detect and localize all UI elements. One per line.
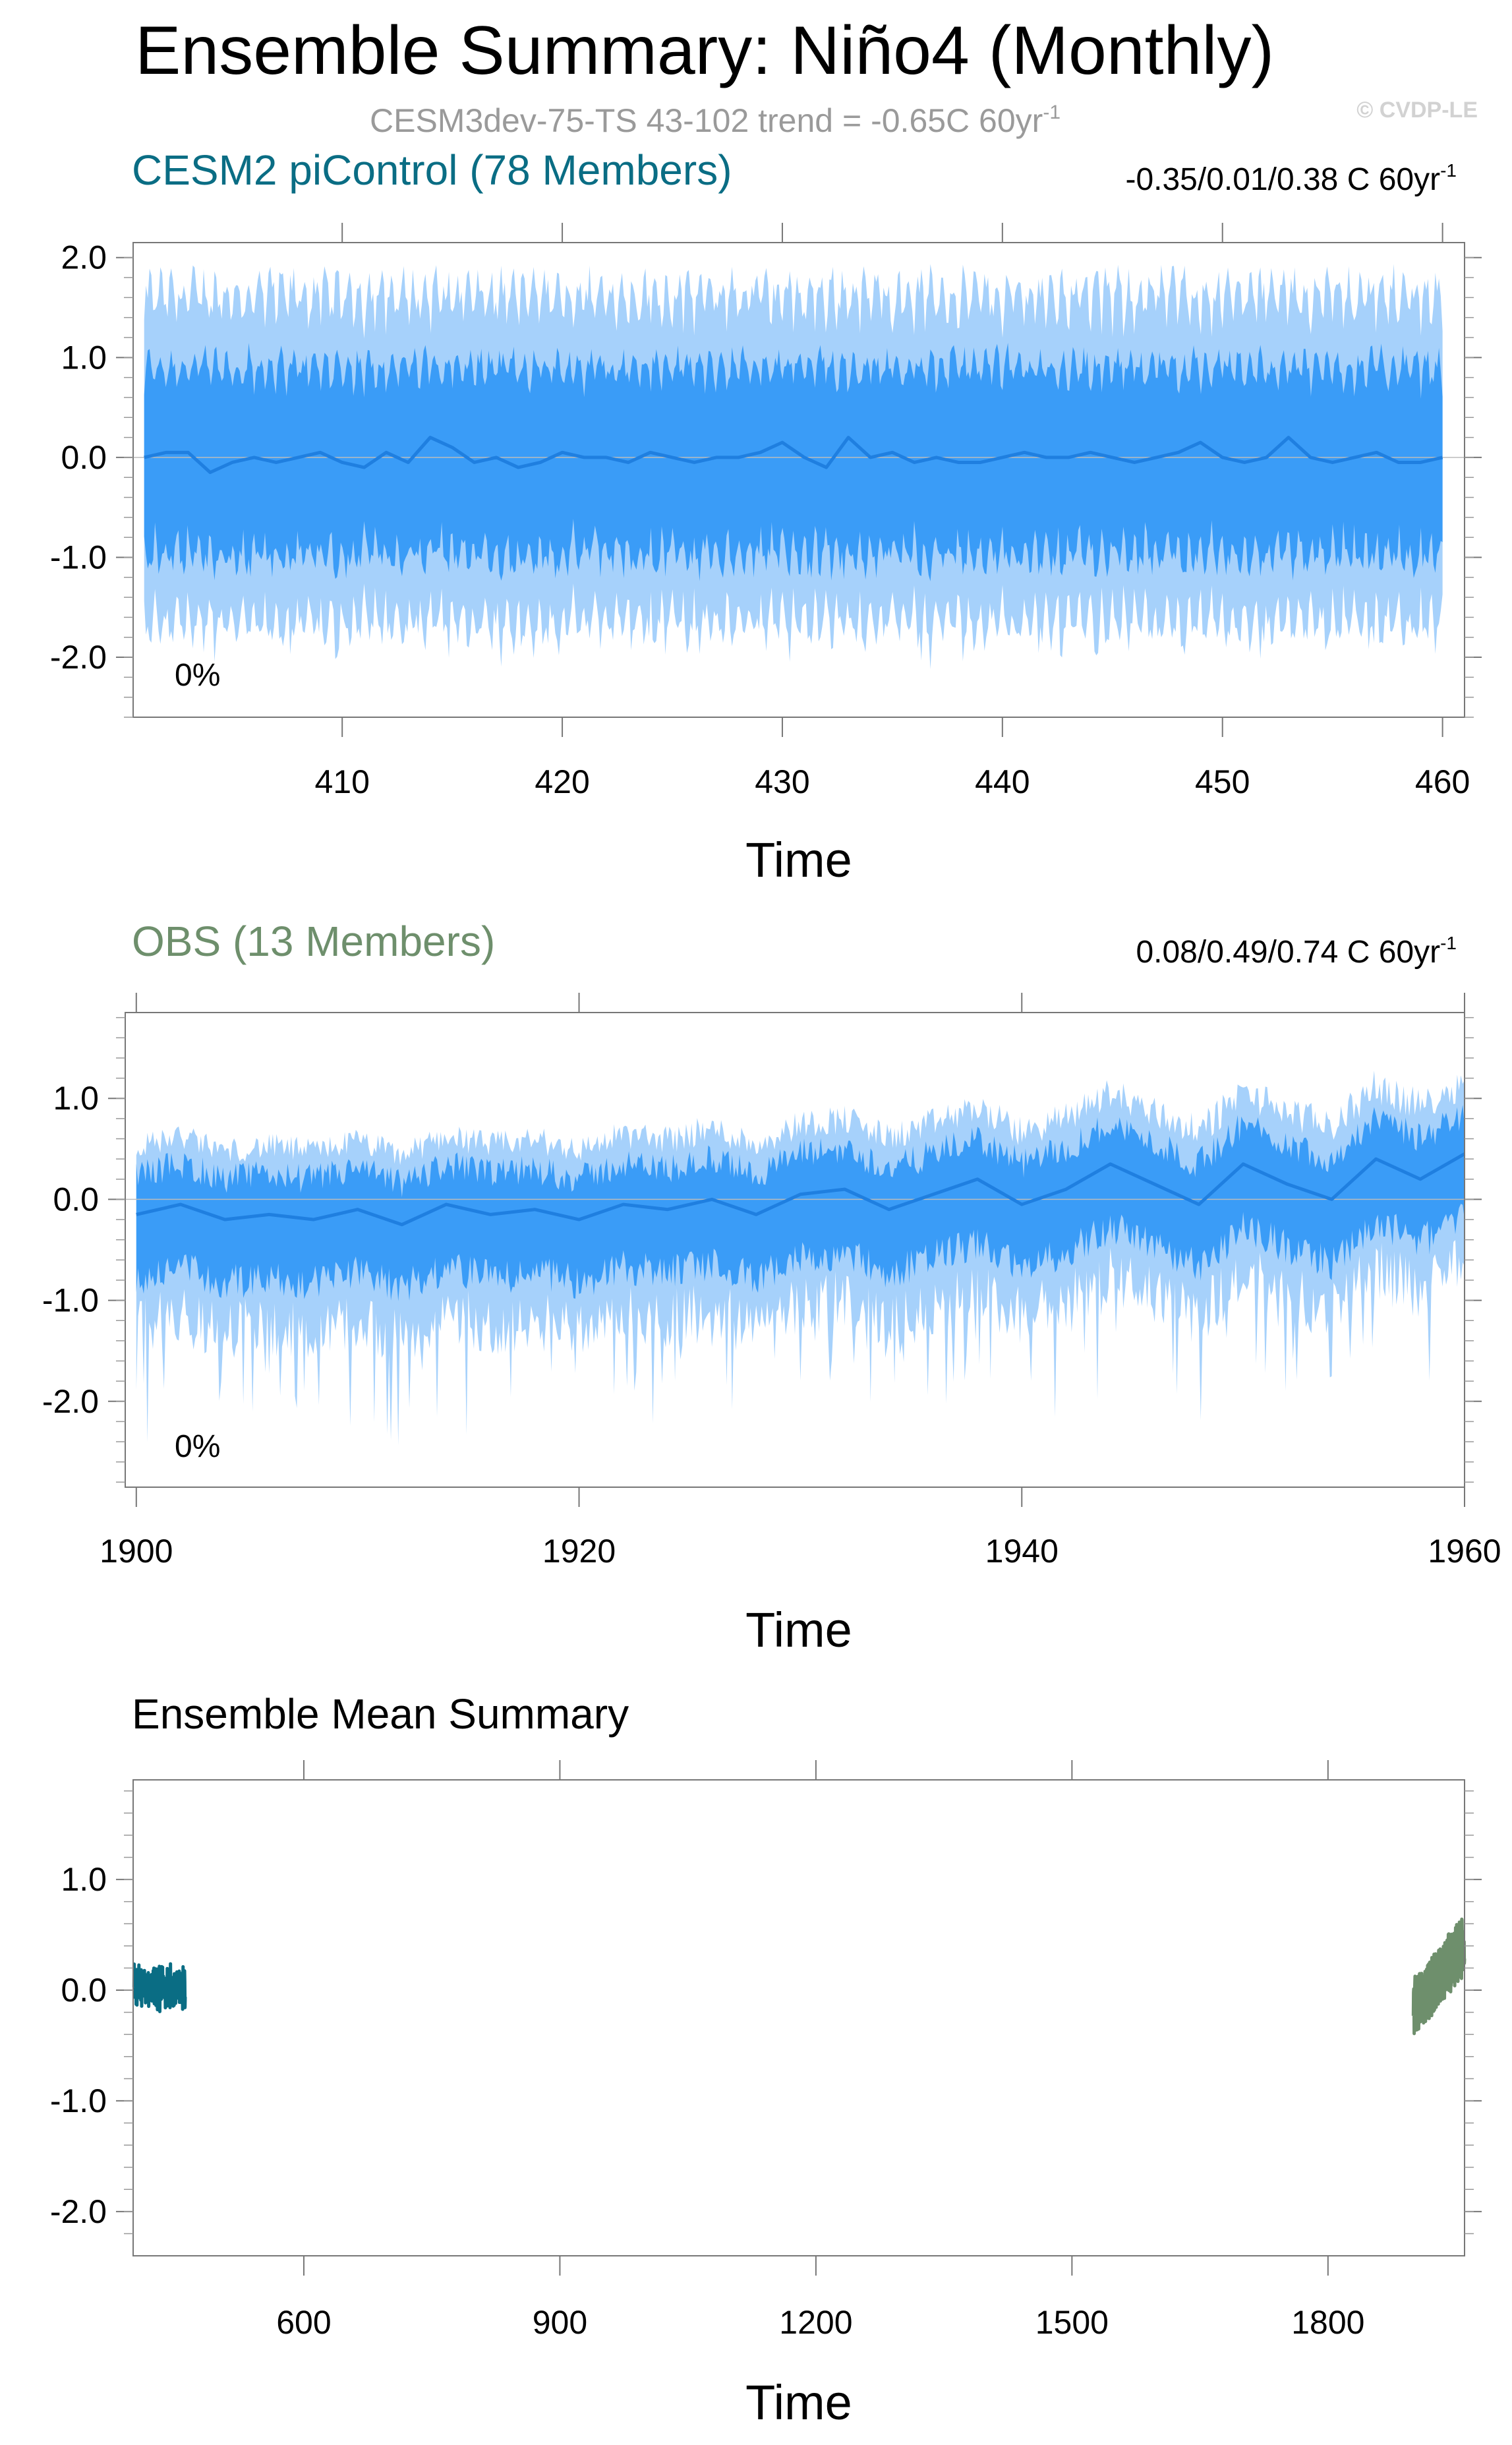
ensemble-mean-cesm-line: [132, 1962, 187, 2014]
panel-obs-xlabel: Time: [745, 1603, 852, 1657]
panel-ensemble-mean: Ensemble Mean Summary 1.0 0.0 -1.0 -2.0 600 9…: [50, 1690, 1482, 2430]
panel-obs: OBS (13 Members) 0.08/0.49/0.74 C 60yr-1…: [42, 918, 1501, 1657]
panel-cesm-plot-area: 2.0 1.0 0.0 -1.0 -2.0 410 420 430 440 450 460: [50, 223, 1482, 800]
panel-cesm-ytick-label: 1.0: [61, 339, 107, 376]
panel-obs-xtick-label: 1920: [542, 1533, 616, 1570]
panel-ensemble-mean-xlabel: Time: [745, 2375, 852, 2430]
panel-ensemble-mean-ytick-label: -2.0: [50, 2193, 107, 2230]
ensemble-mean-obs-line: [1411, 1917, 1467, 2036]
panel-cesm-percent: 0%: [175, 658, 220, 693]
panel-obs-percent: 0%: [175, 1429, 220, 1464]
panel-ensemble-mean-ytick-label: 1.0: [61, 1861, 107, 1898]
panel-cesm-ytick-label: 0.0: [61, 439, 107, 476]
panel-ensemble-mean-xtick-label: 1800: [1291, 2304, 1364, 2341]
panel-cesm-frame: [132, 242, 1465, 718]
copyright-label: © CVDP-LE: [1356, 98, 1478, 123]
panel-cesm: CESM2 piControl (78 Members) -0.35/0.01/…: [50, 146, 1482, 887]
panel-obs-plot-area: 1.0 0.0 -1.0 -2.0 1900 1920 1940 1960: [42, 993, 1501, 1570]
panel-obs-ytick-label: -1.0: [42, 1282, 99, 1319]
panel-obs-xtick-label: 1940: [985, 1533, 1059, 1570]
panel-ensemble-mean-xtick-label: 600: [276, 2304, 331, 2341]
panel-obs-ytick-label: 0.0: [53, 1181, 99, 1218]
panel-obs-xtick-label: 1900: [100, 1533, 173, 1570]
panel-ensemble-mean-ytick-label: 0.0: [61, 1972, 107, 2009]
panel-cesm-xtick-label: 410: [314, 763, 369, 800]
panel-obs-xtick-label: 1960: [1428, 1533, 1501, 1570]
panel-cesm-ytick-label: 2.0: [61, 239, 107, 276]
panel-obs-ytick-label: 1.0: [53, 1080, 99, 1117]
figure-title: Ensemble Summary: Niño4 (Monthly): [135, 13, 1274, 89]
panel-obs-mean-line: [136, 1152, 1466, 1227]
panel-obs-band-inner: [136, 1105, 1465, 1301]
panel-ensemble-mean-xtick-label: 1200: [779, 2304, 852, 2341]
panel-ensemble-mean-plot-area: 1.0 0.0 -1.0 -2.0 600 900 1200 1500 1800: [50, 1760, 1482, 2341]
panel-cesm-xtick-label: 430: [755, 763, 809, 800]
panel-cesm-xtick-label: 450: [1195, 763, 1250, 800]
panel-cesm-xtick-label: 440: [975, 763, 1030, 800]
panel-cesm-xtick-label: 420: [535, 763, 589, 800]
panel-cesm-title: CESM2 piControl (78 Members): [132, 146, 732, 194]
panel-ensemble-mean-xtick-label: 1500: [1035, 2304, 1109, 2341]
panel-cesm-mean-line: [144, 436, 1443, 475]
panel-ensemble-mean-ytick-label: -1.0: [50, 2082, 107, 2119]
panel-ensemble-mean-frame: [132, 1779, 1465, 2256]
figure-subtitle: CESM3dev-75-TS 43-102 trend = -0.65C 60y…: [370, 102, 1061, 139]
panel-cesm-stat: -0.35/0.01/0.38 C 60yr-1: [1125, 160, 1457, 197]
panel-obs-frame: [125, 1012, 1465, 1488]
panel-cesm-band-inner: [144, 343, 1443, 581]
panel-cesm-xtick-label: 460: [1415, 763, 1470, 800]
panel-cesm-xlabel: Time: [745, 833, 852, 887]
panel-obs-ytick-label: -2.0: [42, 1383, 99, 1420]
panel-ensemble-mean-xtick-label: 900: [533, 2304, 587, 2341]
panel-cesm-ytick-label: -1.0: [50, 539, 107, 575]
panel-obs-title: OBS (13 Members): [132, 918, 495, 965]
panel-cesm-ytick-label: -2.0: [50, 639, 107, 676]
panel-ensemble-mean-title: Ensemble Mean Summary: [132, 1690, 629, 1738]
panel-obs-stat: 0.08/0.49/0.74 C 60yr-1: [1136, 933, 1457, 970]
